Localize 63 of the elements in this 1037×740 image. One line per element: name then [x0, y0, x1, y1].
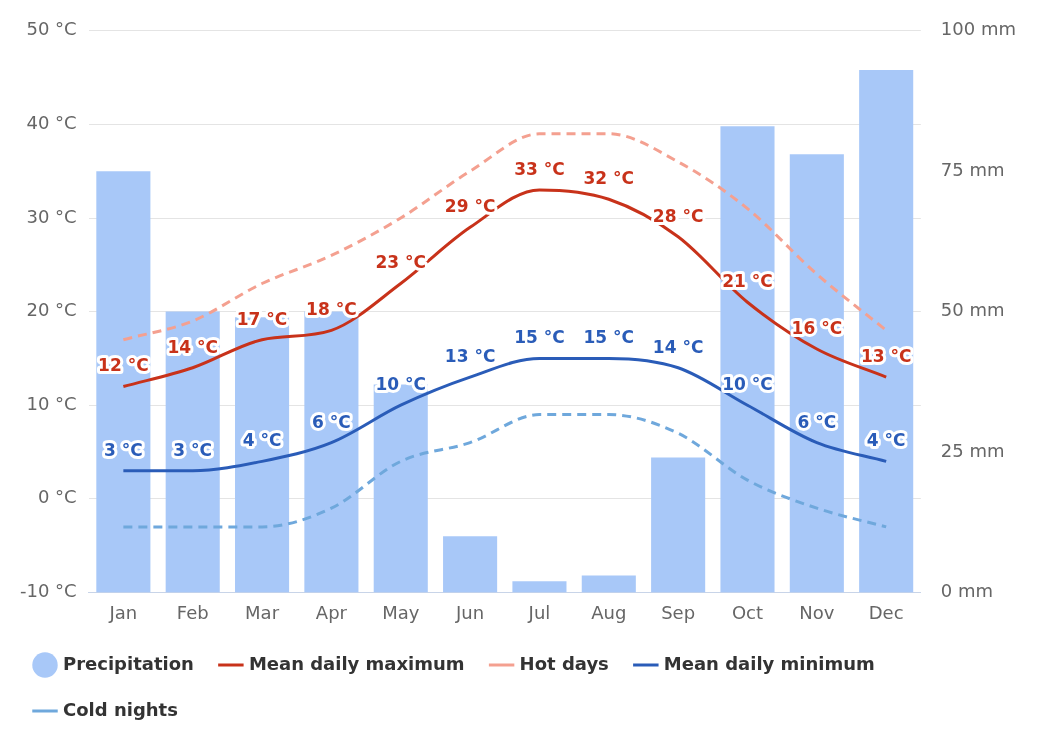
- line-series: [121, 188, 888, 388]
- data-label: 33 °C: [514, 158, 565, 179]
- x-tick-label: Nov: [799, 601, 835, 623]
- data-label: 10 °C: [375, 374, 427, 395]
- data-label: 4 °C: [866, 430, 906, 451]
- data-label: 13 °C: [860, 346, 912, 367]
- legend-label: Mean daily maximum: [248, 652, 465, 674]
- data-label: 4 °C: [242, 430, 282, 451]
- x-tick-label: Mar: [245, 601, 280, 623]
- y-tick-label: 20 °C: [26, 299, 77, 321]
- data-label: 15 °C: [514, 327, 565, 348]
- x-tick-label: Aug: [591, 601, 627, 623]
- y2-tick-label: 75 mm: [940, 158, 1005, 180]
- legend-label: Cold nights: [63, 698, 178, 720]
- data-label: 12 °C: [98, 355, 149, 376]
- x-tick-label: May: [382, 601, 420, 623]
- data-label: 14 °C: [652, 336, 704, 357]
- legend-label: Precipitation: [63, 652, 194, 674]
- data-label: 3 °C: [173, 439, 213, 460]
- data-label: 23 °C: [375, 252, 427, 273]
- data-label: 28 °C: [652, 205, 704, 226]
- y-tick-label: 0 °C: [37, 486, 77, 508]
- data-label: 3 °C: [104, 439, 143, 460]
- bar: [581, 575, 636, 593]
- data-label: 10 °C: [722, 374, 773, 395]
- x-tick-label: Oct: [731, 601, 764, 623]
- data-label: 17 °C: [236, 308, 288, 329]
- x-tick-label: Jun: [455, 601, 485, 623]
- x-tick-label: Feb: [176, 601, 209, 623]
- line-series: [121, 132, 888, 342]
- bar: [651, 457, 706, 593]
- data-label: 13 °C: [444, 346, 496, 367]
- y-tick-label: 50 °C: [26, 18, 77, 40]
- data-label: 16 °C: [791, 317, 843, 338]
- bar: [859, 70, 914, 593]
- bar: [443, 536, 498, 593]
- x-tick-label: Sep: [661, 601, 696, 623]
- data-label: 15 °C: [583, 327, 635, 348]
- y-tick-label: 30 °C: [26, 205, 77, 227]
- data-label: 29 °C: [444, 196, 496, 217]
- line-series: [121, 413, 888, 529]
- data-label: 6 °C: [797, 411, 837, 432]
- legend-label: Hot days: [519, 652, 609, 674]
- y2-tick-label: 25 mm: [940, 439, 1005, 461]
- y-tick-label: 10 °C: [26, 392, 77, 414]
- data-label: 18 °C: [306, 299, 357, 320]
- x-tick-label: Dec: [868, 601, 904, 623]
- bar: [789, 154, 844, 593]
- data-label: 32 °C: [583, 168, 635, 189]
- x-tick-label: Apr: [315, 601, 348, 623]
- bar: [512, 581, 567, 593]
- x-tick-label: Jul: [527, 601, 551, 623]
- y2-tick-label: 100 mm: [940, 18, 1017, 40]
- data-label: 6 °C: [312, 411, 351, 432]
- bar: [720, 126, 775, 593]
- legend-label: Mean daily minimum: [663, 652, 875, 674]
- y-tick-label: -10 °C: [19, 580, 77, 602]
- data-label: 14 °C: [167, 336, 218, 357]
- x-tick-label: Jan: [108, 601, 138, 623]
- bar: [96, 171, 151, 593]
- y2-tick-label: 50 mm: [940, 299, 1005, 321]
- y2-tick-label: 0 mm: [940, 580, 994, 602]
- y-tick-label: 40 °C: [26, 112, 77, 134]
